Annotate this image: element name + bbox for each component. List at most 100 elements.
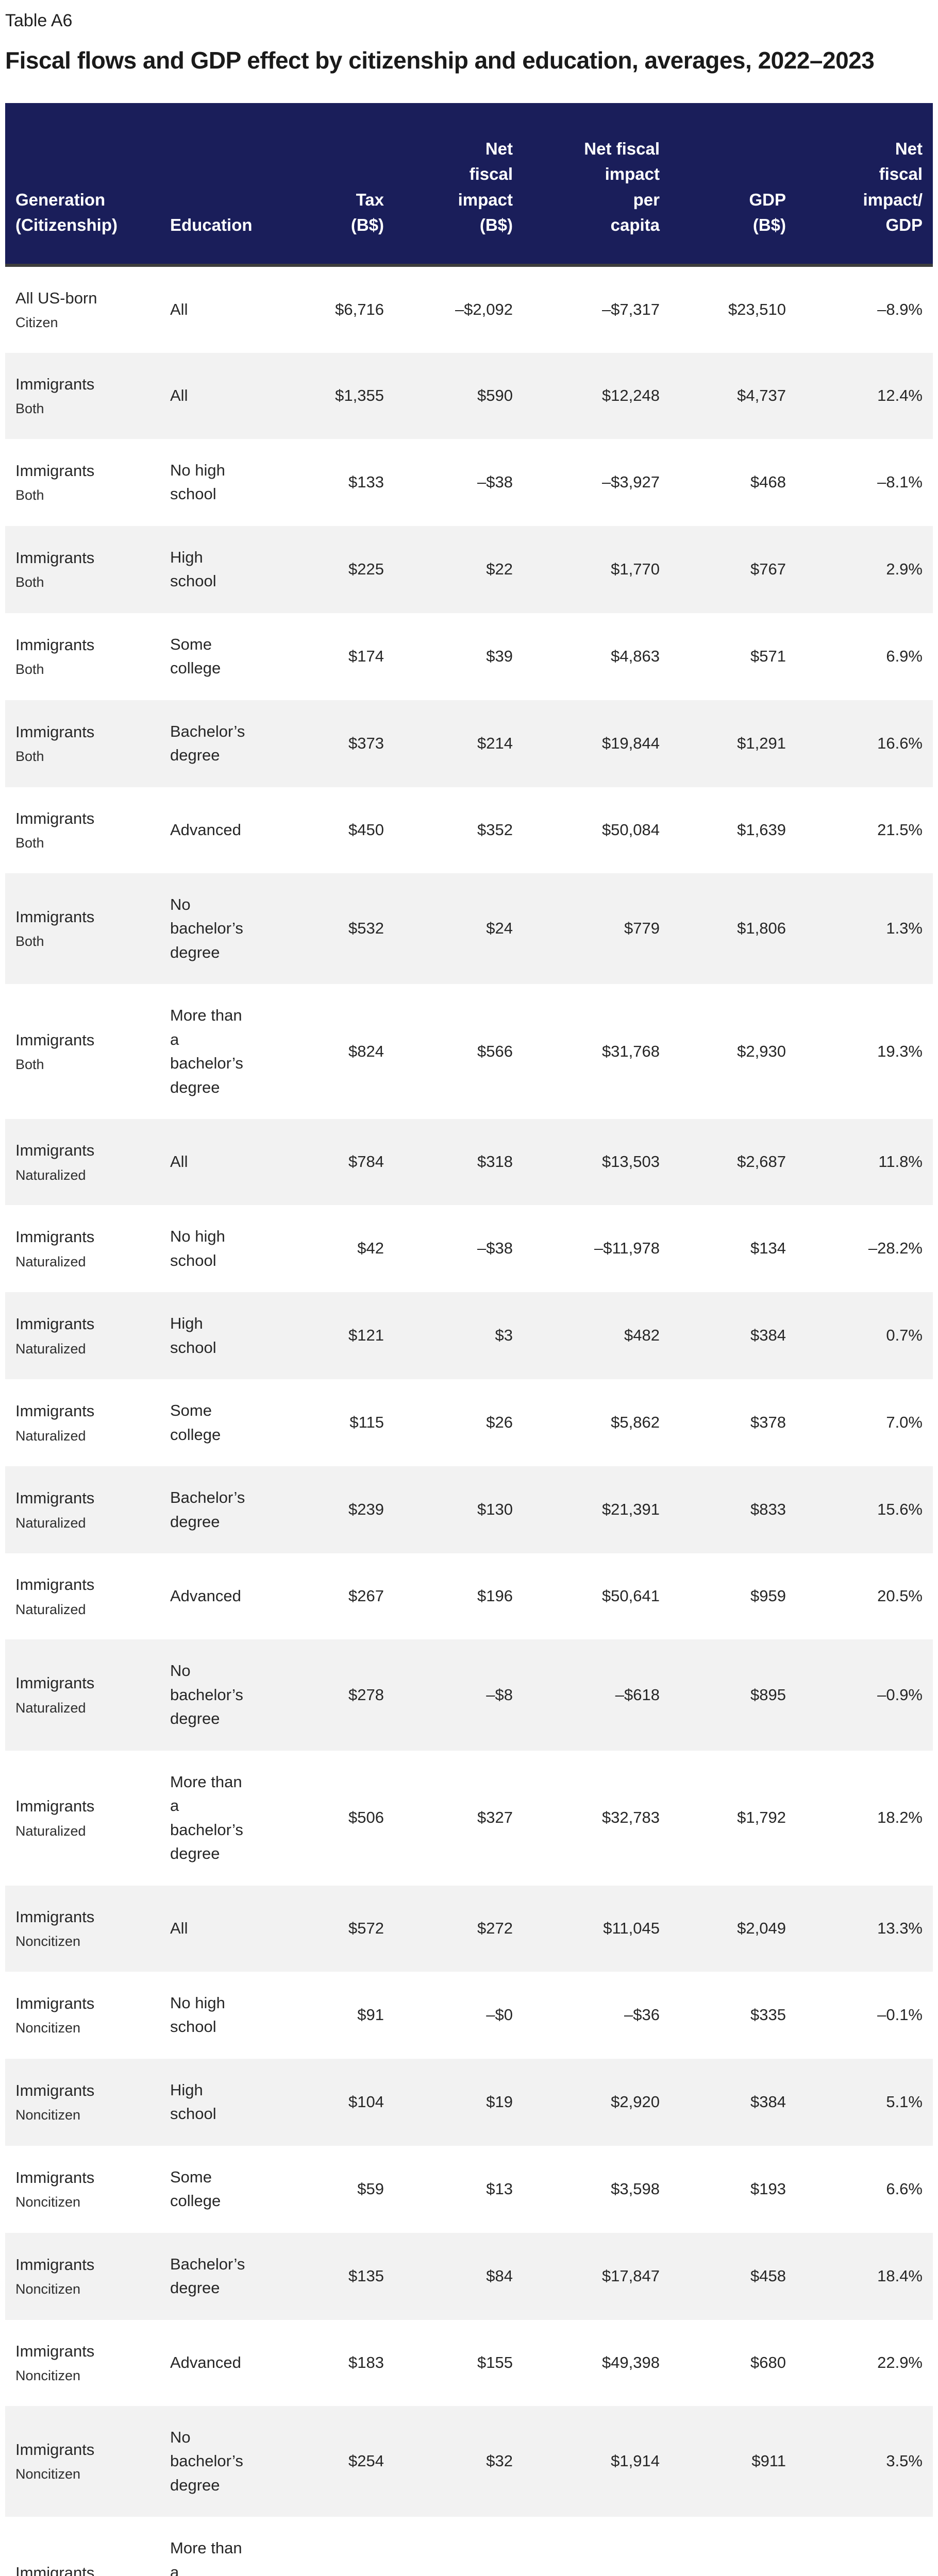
- col-header-nfi-over-gdp: Net fiscal impact/ GDP: [796, 103, 933, 267]
- net-fiscal-impact-value: $39: [486, 647, 513, 665]
- gdp-value: $1,792: [737, 1808, 786, 1827]
- tax-value: $135: [348, 2266, 384, 2285]
- education-cell: More than a bachelor’s degree: [170, 2539, 242, 2576]
- fiscal-table: Generation (Citizenship) Education Tax (…: [5, 103, 933, 2576]
- table-row: Immigrants Noncitizen No bachelor’s degree…: [5, 2405, 933, 2517]
- generation-label: Immigrants: [15, 2563, 95, 2576]
- table-row: Immigrants Noncitizen Some college $59 $13 $3…: [5, 2146, 933, 2233]
- table-row: Immigrants Naturalized All $784 $318 $13,503 $…: [5, 1119, 933, 1206]
- nfi-per-capita-value: $3,598: [611, 2179, 660, 2198]
- gdp-value: $2,049: [737, 1919, 786, 1937]
- gdp-value: $1,291: [737, 734, 786, 752]
- nfi-over-gdp-value: –8.9%: [877, 300, 923, 318]
- net-fiscal-impact-value: $32: [486, 2452, 513, 2470]
- citizenship-label: Naturalized: [15, 1428, 86, 1444]
- gdp-value: $959: [750, 1587, 786, 1605]
- table-row: Immigrants Naturalized High school $121 $3 $4…: [5, 1292, 933, 1380]
- tax-value: $373: [348, 734, 384, 752]
- gdp-value: $378: [750, 1413, 786, 1432]
- tax-value: $104: [348, 2092, 384, 2111]
- tax-value: $784: [348, 1153, 384, 1171]
- generation-label: All US-born: [15, 289, 97, 307]
- net-fiscal-impact-value: $272: [477, 1919, 513, 1937]
- col-header-education: Education: [160, 103, 281, 267]
- generation-cell: Immigrants Both: [5, 526, 160, 613]
- citizenship-label: Citizen: [15, 315, 58, 331]
- education-cell: More than a bachelor’s degree: [170, 1006, 243, 1096]
- tax-value: $506: [348, 1808, 384, 1827]
- table-row: Immigrants Noncitizen All $572 $272 $11,045 $2…: [5, 1885, 933, 1972]
- nfi-over-gdp-value: 7.0%: [886, 1413, 923, 1432]
- tax-value: $239: [348, 1500, 384, 1519]
- gdp-value: $1,806: [737, 919, 786, 938]
- education-cell: No bachelor’s degree: [170, 1662, 243, 1728]
- net-fiscal-impact-value: –$0: [486, 2005, 513, 2024]
- generation-label: Immigrants: [15, 809, 95, 827]
- generation-label: Immigrants: [15, 2440, 95, 2459]
- gdp-value: $335: [750, 2005, 786, 2024]
- education-cell: No high school: [170, 1227, 225, 1269]
- net-fiscal-impact-value: $130: [477, 1500, 513, 1519]
- net-fiscal-impact-value: $214: [477, 734, 513, 752]
- net-fiscal-impact-value: $240: [394, 2517, 523, 2576]
- table-header: Generation (Citizenship) Education Tax (…: [5, 103, 933, 267]
- table-row: Immigrants Both All $1,355 $590 $12,248 $4,737…: [5, 352, 933, 439]
- nfi-over-gdp-value: 5.1%: [886, 2092, 923, 2111]
- gdp-value: $767: [750, 560, 786, 578]
- generation-cell: Immigrants Naturalized: [5, 1466, 160, 1553]
- citizenship-label: Naturalized: [15, 1700, 86, 1716]
- generation-cell: Immigrants Both: [5, 787, 160, 873]
- education-cell: No high school: [170, 461, 225, 503]
- nfi-over-gdp-value: 13.3%: [877, 1919, 923, 1937]
- nfi-over-gdp-value: 6.6%: [886, 2179, 923, 2198]
- education-cell: Advanced: [170, 820, 241, 839]
- nfi-per-capita-value: $21,391: [601, 1500, 660, 1519]
- tax-value: $278: [348, 1685, 384, 1704]
- tax-value: $133: [348, 472, 384, 491]
- nfi-over-gdp-value: 18.2%: [877, 1808, 923, 1827]
- net-fiscal-impact-value: $566: [477, 1042, 513, 1060]
- nfi-per-capita-value: –$618: [615, 1685, 660, 1704]
- gdp-value: $895: [750, 1685, 786, 1704]
- gdp-value: $571: [750, 647, 786, 665]
- nfi-over-gdp-value: 20.5%: [877, 1587, 923, 1605]
- gdp-value: $134: [750, 1239, 786, 1258]
- gdp-value: $23,510: [728, 300, 786, 318]
- table-row: Immigrants Both Advanced $450 $352 $50,084 $1,…: [5, 787, 933, 873]
- table-row: Immigrants Naturalized Bachelor’s degree $2…: [5, 1466, 933, 1554]
- nfi-over-gdp-value: 3.5%: [886, 2452, 923, 2470]
- education-cell: All: [170, 1153, 188, 1171]
- generation-cell: Immigrants Naturalized: [5, 1751, 160, 1886]
- education-cell: No high school: [170, 1993, 225, 2036]
- generation-label: Immigrants: [15, 1315, 95, 1333]
- table-row: Immigrants Noncitizen High school $104 $19 $2…: [5, 2058, 933, 2146]
- nfi-over-gdp-value: 0.7%: [886, 1326, 923, 1345]
- net-fiscal-impact-value: $196: [477, 1587, 513, 1605]
- education-cell: More than a bachelor’s degree: [170, 1772, 243, 1863]
- net-fiscal-impact-value: –$2,092: [455, 300, 513, 318]
- generation-cell: Immigrants Both: [5, 613, 160, 700]
- nfi-per-capita-value: –$7,317: [601, 300, 660, 318]
- citizenship-label: Both: [15, 835, 44, 851]
- tax-value: $115: [349, 1413, 384, 1432]
- generation-cell: Immigrants Both: [5, 700, 160, 787]
- tax-value: $174: [348, 647, 384, 665]
- table-row: Immigrants Naturalized Advanced $267 $196 $50…: [5, 1553, 933, 1639]
- table-row: Immigrants Both More than a bachelor’s deg…: [5, 984, 933, 1119]
- nfi-over-gdp-value: 1.3%: [886, 919, 923, 938]
- net-fiscal-impact-value: $22: [486, 560, 513, 578]
- generation-cell: Immigrants Noncitizen: [5, 1886, 160, 1972]
- nfi-per-capita-value: –$11,978: [594, 1239, 660, 1258]
- citizenship-label: Naturalized: [15, 1167, 86, 1183]
- nfi-per-capita-value: $13,503: [601, 1153, 660, 1171]
- col-header-gdp: GDP (B$): [670, 103, 796, 267]
- generation-cell: Immigrants Noncitizen: [5, 2146, 160, 2233]
- nfi-over-gdp-value: 19.3%: [877, 1042, 923, 1060]
- generation-label: Immigrants: [15, 1674, 95, 1692]
- generation-label: Immigrants: [15, 2081, 95, 2099]
- education-cell: All: [170, 1919, 188, 1937]
- tax-value: $824: [348, 1042, 384, 1060]
- col-header-generation: Generation (Citizenship): [5, 103, 160, 267]
- tax-value: $121: [348, 1326, 384, 1345]
